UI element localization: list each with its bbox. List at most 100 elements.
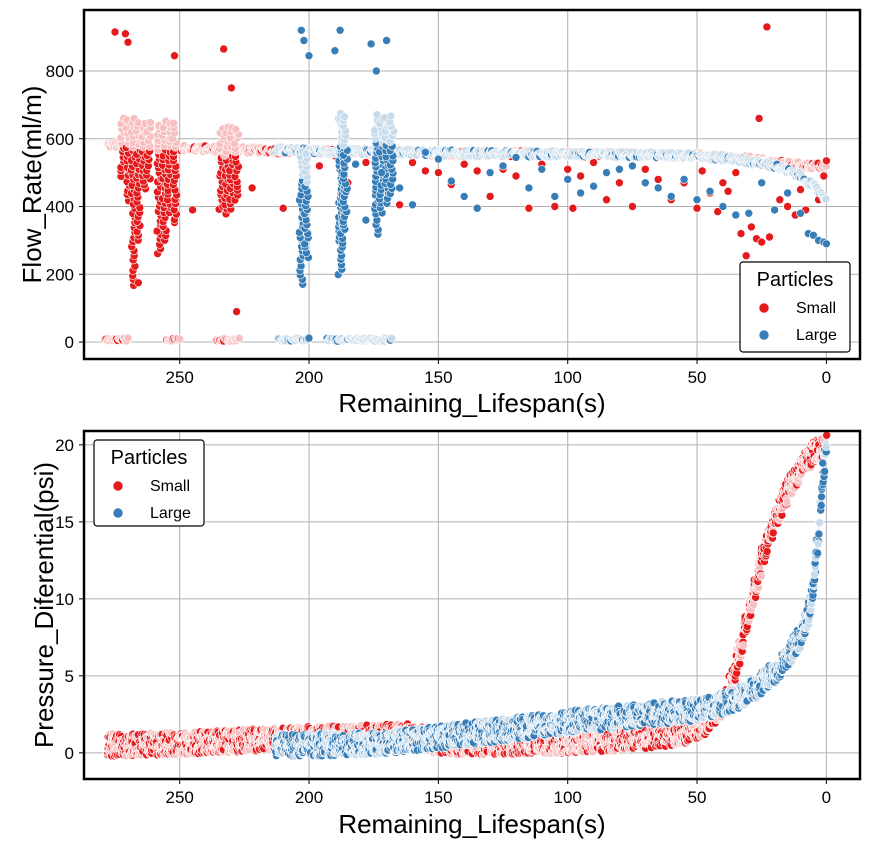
data-point-small xyxy=(170,51,179,61)
data-point-small xyxy=(421,166,430,176)
data-point-large xyxy=(335,25,345,35)
data-point-small xyxy=(756,571,766,581)
data-point-small xyxy=(408,158,417,167)
data-point-large xyxy=(821,194,831,204)
data-point-small xyxy=(819,171,829,181)
data-point-small xyxy=(315,161,324,171)
data-point-large xyxy=(340,112,349,122)
data-point-small xyxy=(757,237,767,247)
data-point-small xyxy=(718,178,728,188)
data-point-large xyxy=(628,161,637,171)
data-point-large xyxy=(408,200,417,210)
data-point-small xyxy=(278,203,288,213)
flow-rate-y-axis-label: Flow_Rate(ml/m) xyxy=(17,86,47,284)
data-point-small xyxy=(576,171,585,181)
legend-label-small: Small xyxy=(796,300,836,317)
data-point-small xyxy=(749,600,758,609)
data-point-small xyxy=(653,175,663,184)
data-point-large xyxy=(434,154,443,164)
legend-marker-large xyxy=(758,329,770,341)
data-point-large xyxy=(371,66,381,76)
data-point-large xyxy=(705,187,715,196)
data-point-small xyxy=(782,497,792,507)
data-point-large xyxy=(679,175,689,184)
data-point-small xyxy=(175,334,184,344)
flow-rate-x-ticks: 250 200 150 100 50 0 xyxy=(166,359,831,387)
data-point-large xyxy=(602,168,611,177)
data-point-large xyxy=(537,165,547,174)
data-point-small xyxy=(775,195,785,204)
y-tick-label: 0 xyxy=(65,333,74,352)
data-point-large xyxy=(692,195,702,204)
data-point-small xyxy=(550,202,560,211)
data-point-small xyxy=(134,278,143,288)
data-point-large xyxy=(301,149,311,159)
data-point-large xyxy=(640,178,650,188)
pressure-panel: Remaining_Lifespan(s) Pressure_Diferenti… xyxy=(29,429,862,839)
data-point-small xyxy=(146,118,155,127)
data-point-small xyxy=(568,203,578,213)
data-point-small xyxy=(459,159,469,169)
data-point-small xyxy=(361,158,371,167)
data-point-large xyxy=(377,168,386,177)
data-point-small xyxy=(227,83,236,93)
x-tick-label: 50 xyxy=(688,368,707,387)
data-point-small xyxy=(110,27,120,37)
data-point-small xyxy=(762,22,772,32)
data-point-large xyxy=(511,153,521,162)
pressure-points xyxy=(103,430,832,761)
data-point-large xyxy=(718,202,728,211)
data-point-large xyxy=(446,176,456,186)
legend-title: Particles xyxy=(757,269,834,291)
data-point-small xyxy=(472,166,482,176)
data-point-large xyxy=(421,148,430,157)
data-point-small xyxy=(731,168,741,177)
x-tick-label: 250 xyxy=(166,368,194,387)
data-point-large xyxy=(366,39,376,49)
data-point-small xyxy=(123,333,133,343)
x-tick-label: 200 xyxy=(295,368,323,387)
legend-label-large: Large xyxy=(796,327,837,344)
data-point-small xyxy=(602,195,611,204)
data-point-large xyxy=(550,192,560,201)
data-point-large xyxy=(589,181,598,191)
data-point-small xyxy=(723,187,733,196)
data-point-small xyxy=(822,156,831,166)
data-point-small xyxy=(563,165,573,174)
data-point-large xyxy=(387,333,397,343)
data-point-small xyxy=(741,251,751,260)
flow-rate-legend: Particles Small Large xyxy=(739,261,851,353)
data-point-large xyxy=(744,209,754,218)
data-point-large xyxy=(666,192,676,201)
data-point-small xyxy=(485,192,495,201)
flow-rate-panel: Remaining_Lifespan(s) Flow_Rate(ml/m) 25… xyxy=(17,8,862,418)
data-point-small xyxy=(169,119,178,128)
data-point-small xyxy=(234,333,244,343)
data-point-small xyxy=(121,29,130,39)
data-point-large xyxy=(382,36,391,45)
data-point-small xyxy=(754,114,764,123)
data-point-large xyxy=(330,46,340,56)
data-point-large xyxy=(576,188,585,198)
data-point-large xyxy=(361,215,371,225)
x-tick-label: 0 xyxy=(822,368,831,387)
data-point-large xyxy=(395,183,404,193)
data-point-small xyxy=(822,430,832,440)
data-point-large xyxy=(498,161,508,171)
x-tick-label: 150 xyxy=(424,368,452,387)
data-point-small xyxy=(232,307,241,316)
data-point-large xyxy=(563,175,573,184)
y-tick-label: 200 xyxy=(46,265,74,284)
data-point-small xyxy=(739,641,748,650)
data-point-small xyxy=(188,205,197,215)
data-point-large xyxy=(731,210,741,220)
data-point-small xyxy=(434,168,443,177)
data-point-small xyxy=(628,202,637,211)
data-point-large xyxy=(304,333,314,343)
data-point-small xyxy=(697,166,707,176)
data-point-large xyxy=(296,25,306,35)
data-point-small xyxy=(762,547,772,556)
data-point-large xyxy=(472,203,482,213)
data-point-large xyxy=(783,188,792,198)
